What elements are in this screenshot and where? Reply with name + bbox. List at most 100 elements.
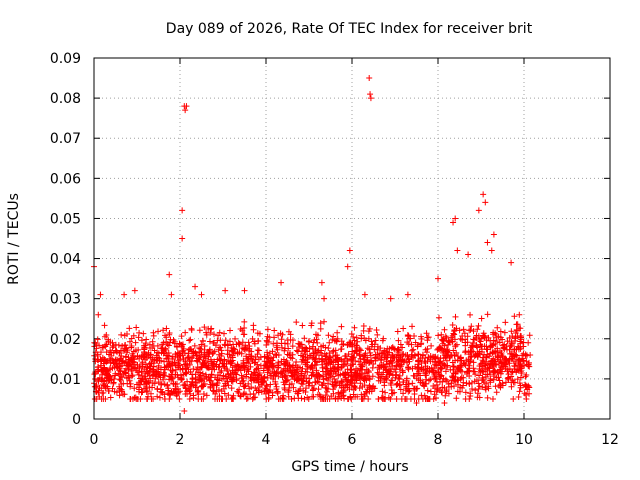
data-point	[461, 330, 468, 337]
data-point	[160, 327, 167, 334]
data-point	[474, 344, 481, 351]
data-point	[450, 363, 457, 370]
data-point	[396, 376, 403, 383]
data-point	[265, 366, 272, 373]
data-point	[274, 388, 281, 395]
data-point	[475, 207, 482, 214]
data-point	[519, 355, 526, 362]
y-tick-label: 0.07	[50, 131, 81, 147]
y-axis-title: ROTI / TECUs	[6, 193, 22, 285]
data-point	[153, 369, 160, 376]
data-point	[432, 355, 439, 362]
data-point	[326, 339, 333, 346]
data-point	[489, 342, 496, 349]
data-point	[511, 363, 518, 370]
data-point	[496, 339, 503, 346]
data-point	[144, 370, 151, 377]
data-point	[118, 374, 125, 381]
data-point	[281, 340, 288, 347]
data-point	[351, 337, 358, 344]
data-point	[454, 247, 461, 254]
data-point	[405, 340, 412, 347]
data-point	[164, 352, 171, 359]
data-point	[415, 395, 422, 402]
data-point	[353, 365, 360, 372]
data-point	[98, 376, 105, 383]
data-point	[179, 366, 186, 373]
y-tick-label: 0.03	[50, 292, 81, 308]
data-point	[418, 336, 425, 343]
data-point	[311, 337, 318, 344]
data-point	[275, 364, 282, 371]
data-point	[484, 394, 491, 401]
data-point	[214, 376, 221, 383]
data-point	[126, 325, 133, 332]
data-point	[246, 345, 253, 352]
data-point	[179, 343, 186, 350]
data-point	[279, 331, 286, 338]
data-point	[457, 384, 464, 391]
data-point	[170, 381, 177, 388]
data-point	[445, 390, 452, 397]
data-point	[191, 342, 198, 349]
data-point	[431, 365, 438, 372]
data-point	[214, 356, 221, 363]
data-point	[451, 331, 458, 338]
data-point	[186, 361, 193, 368]
data-point	[295, 390, 302, 397]
data-point	[504, 366, 511, 373]
data-point	[221, 390, 228, 397]
data-point	[314, 359, 321, 366]
data-point	[252, 372, 259, 379]
data-point	[458, 368, 465, 375]
data-point	[254, 361, 261, 368]
data-point	[223, 375, 230, 382]
data-point	[330, 333, 337, 340]
data-point	[471, 378, 478, 385]
data-point	[523, 371, 530, 378]
data-point	[438, 331, 445, 338]
data-point	[244, 395, 251, 402]
data-point	[476, 372, 483, 379]
data-point	[233, 371, 240, 378]
data-point	[208, 371, 215, 378]
data-point	[216, 351, 223, 358]
data-point	[379, 337, 386, 344]
data-point	[252, 394, 259, 401]
data-point	[190, 392, 197, 399]
data-point	[316, 391, 323, 398]
data-point	[272, 351, 279, 358]
data-point	[334, 358, 341, 365]
data-point	[180, 371, 187, 378]
data-point	[241, 331, 248, 338]
data-point	[364, 345, 371, 352]
data-point	[99, 368, 106, 375]
data-point	[270, 373, 277, 380]
data-point	[182, 382, 189, 389]
data-point	[320, 394, 327, 401]
data-point	[138, 389, 145, 396]
data-point	[343, 355, 350, 362]
data-point	[334, 329, 341, 336]
data-point	[456, 327, 463, 334]
data-point	[429, 354, 436, 361]
data-point	[318, 343, 325, 350]
data-point	[211, 339, 218, 346]
data-point	[221, 330, 228, 337]
y-tick-label: 0.09	[50, 51, 81, 67]
data-point	[121, 345, 128, 352]
data-point	[242, 344, 249, 351]
data-point	[132, 347, 139, 354]
data-point	[358, 363, 365, 370]
data-point	[263, 362, 270, 369]
data-point	[392, 366, 399, 373]
data-point	[147, 390, 154, 397]
data-point	[508, 383, 515, 390]
data-point	[196, 356, 203, 363]
data-point	[450, 363, 457, 370]
data-point	[217, 337, 224, 344]
data-point	[400, 325, 407, 332]
data-point	[241, 364, 248, 371]
data-point	[349, 361, 356, 368]
